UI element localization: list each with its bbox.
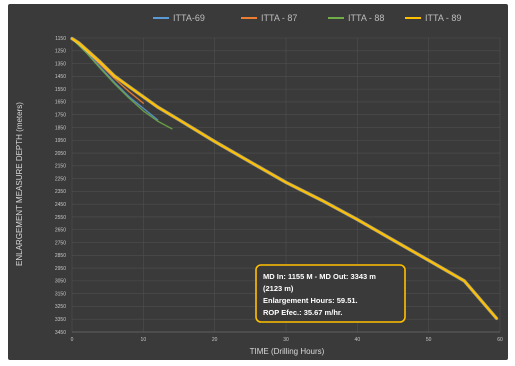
x-tick-label: 40 — [355, 337, 361, 343]
x-tick-label: 20 — [212, 337, 218, 343]
annotation-line-3: Enlargement Hours: 59.51. — [263, 296, 358, 305]
y-tick-labels: 1150 1250 1350 1450 1550 1650 1750 1850 1950 2050… — [55, 36, 66, 336]
y-tick-label: 3250 — [55, 304, 66, 310]
y-tick-label: 2750 — [55, 240, 66, 246]
annotation-box: MD In: 1155 M - MD Out: 3343 m (2123 m) … — [255, 264, 406, 323]
x-tick-label: 0 — [71, 337, 74, 343]
y-tick-label: 1750 — [55, 112, 66, 118]
x-tick-label: 50 — [426, 337, 432, 343]
y-tick-label: 2050 — [55, 151, 66, 157]
legend-label: ITTA - 88 — [348, 13, 384, 23]
y-tick-label: 2650 — [55, 228, 66, 234]
y-tick-label: 1350 — [55, 61, 66, 67]
chart-frame: 1150 1250 1350 1450 1550 1650 1750 1850 1950 2050… — [8, 4, 508, 360]
y-tick-label: 2250 — [55, 176, 66, 182]
x-tick-label: 60 — [497, 337, 503, 343]
series-lines — [70, 36, 499, 320]
y-tick-label: 3450 — [55, 330, 66, 336]
line-chart: 1150125013501450155016501750185019502050… — [15, 13, 503, 356]
y-tick-label: 2550 — [55, 215, 66, 221]
series-line-2 — [71, 37, 173, 130]
x-axis-title: TIME (Drilling Hours) — [250, 347, 325, 356]
y-tick-label: 3150 — [55, 291, 66, 297]
annotation-line-2: (2123 m) — [263, 284, 294, 293]
y-tick-label: 2350 — [55, 189, 66, 195]
x-tick-labels: 0 10 20 30 40 50 60 — [71, 337, 503, 343]
legend: ITTA-69 ITTA - 87 ITTA - 88 ITTA - 89 — [153, 13, 461, 23]
x-tick-label: 30 — [283, 337, 289, 343]
x-tick-label: 10 — [141, 337, 147, 343]
y-tick-label: 1550 — [55, 87, 66, 93]
y-tick-label: 1450 — [55, 74, 66, 80]
y-tick-label: 2150 — [55, 164, 66, 170]
y-tick-label: 3050 — [55, 279, 66, 285]
y-tick-label: 2950 — [55, 266, 66, 272]
legend-label: ITTA-69 — [173, 13, 205, 23]
grid — [71, 37, 501, 333]
y-axis-title: ENLARGEMENT MEASURE DEPTH (meters) — [15, 102, 24, 266]
annotation-line-1: MD In: 1155 M - MD Out: 3343 m — [263, 272, 376, 281]
series-line-3 — [71, 37, 498, 320]
y-tick-label: 3350 — [55, 317, 66, 323]
y-tick-label: 1650 — [55, 100, 66, 106]
legend-label: ITTA - 89 — [425, 13, 461, 23]
annotation-line-4: ROP Efec.: 35.67 m/hr. — [263, 308, 342, 317]
y-tick-label: 2450 — [55, 202, 66, 208]
y-tick-label: 1250 — [55, 49, 66, 55]
y-tick-label: 1150 — [55, 36, 66, 42]
y-tick-label: 1850 — [55, 125, 66, 131]
legend-label: ITTA - 87 — [261, 13, 297, 23]
y-tick-label: 1950 — [55, 138, 66, 144]
y-tick-label: 2850 — [55, 253, 66, 259]
annotation-border — [255, 264, 406, 323]
